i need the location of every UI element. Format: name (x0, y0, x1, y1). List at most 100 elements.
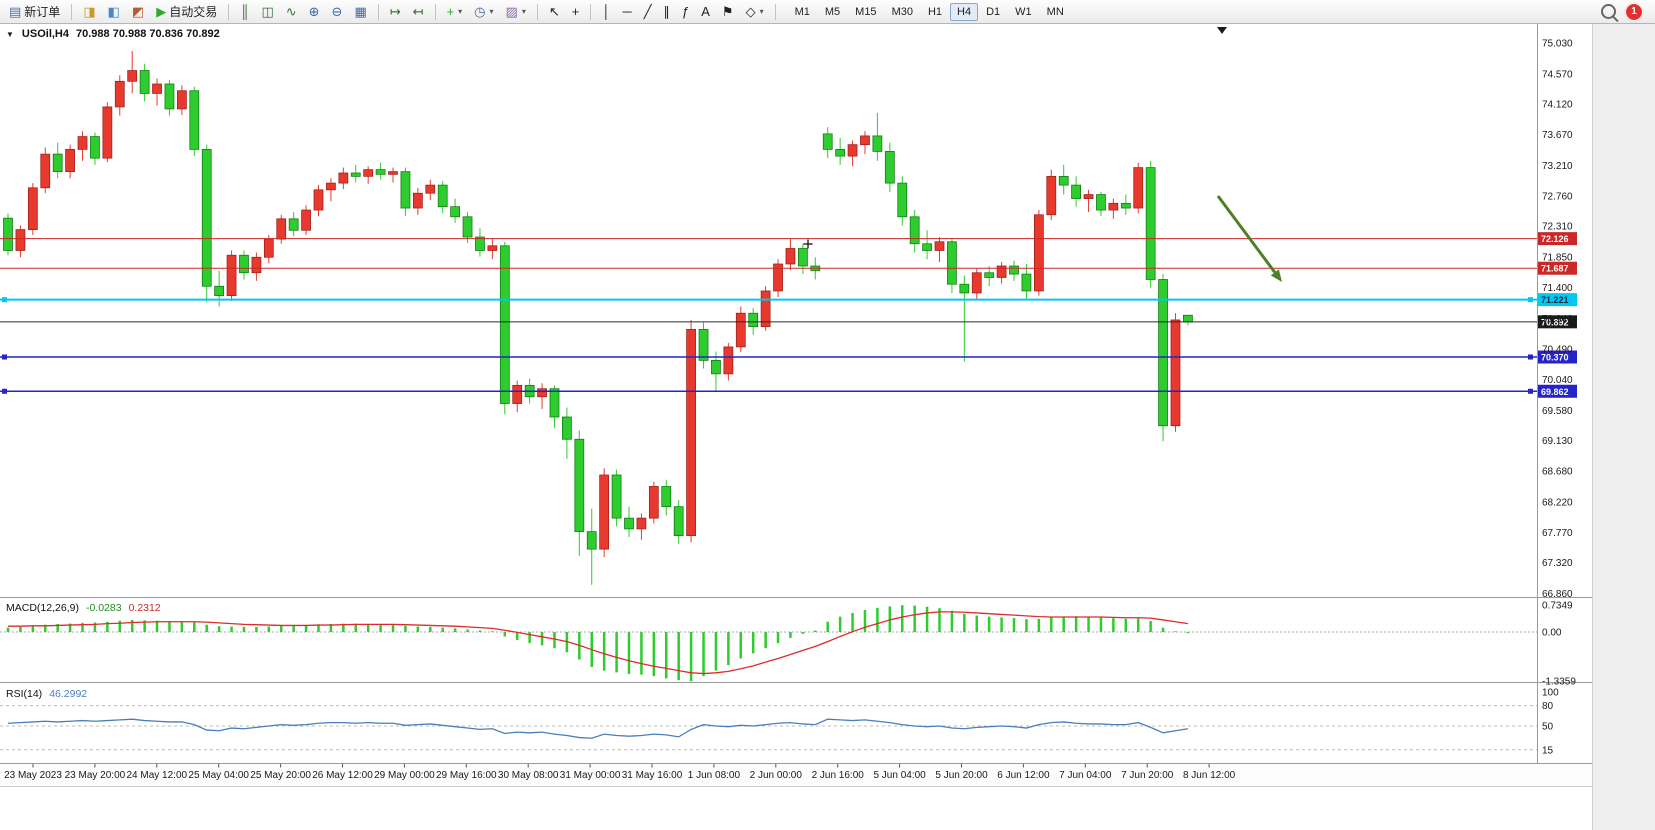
chevron-down-icon: ▾ (759, 7, 764, 16)
support-line-blue-1-handle-right[interactable] (1528, 354, 1533, 360)
chevron-down-icon: ▾ (521, 7, 526, 16)
horizontal-line-tool-icon[interactable]: ─ (617, 1, 636, 23)
price-axis-label: 71.400 (1542, 283, 1573, 294)
rsi-axis-label: 80 (1542, 701, 1554, 712)
chart-shift-icon[interactable]: ↤ (408, 1, 429, 23)
market-watch-icon[interactable]: ◨ (78, 1, 100, 23)
timeframe-m5[interactable]: M5 (824, 5, 841, 18)
support-line-blue-2[interactable]: 69.862 (0, 384, 1577, 398)
timeframe-mn[interactable]: MN (1046, 5, 1064, 18)
support-line-cyan-handle-left[interactable] (2, 297, 7, 303)
support-line-cyan-badge (1538, 293, 1577, 307)
time-axis[interactable]: 23 May 2023 23 May 20:00 24 May 12:00 25 Ma… (0, 764, 1592, 787)
time-axis-label: 29 May 00:00 (374, 770, 435, 781)
templates-button-glyph: ▨ (505, 4, 518, 19)
support-line-cyan[interactable]: 71.221 (0, 293, 1577, 307)
price-axis-label: 74.120 (1542, 100, 1573, 111)
cursor-icon[interactable]: ↖ (544, 1, 565, 23)
text-tool-icon[interactable]: A (696, 1, 715, 23)
toolbar: ▤ 新订单 ◨ ◧ ◩ ▶ 自动交易 ║ ◫ ∿ ⊕ ⊖ ▦ ↦ ↤ + ▾ ◷ ▾ ▨ ▾ ↖ + │ ─ ╱ ∥ ƒ A ⚑ ◇ ▾ M1… (0, 0, 1655, 24)
tile-windows-icon-glyph: ▦ (354, 4, 367, 19)
chart-canvas[interactable]: 72.126 71.687 71.221 70.892 70.370 69.86275.0… (0, 24, 1655, 830)
price-axis-label: 71.850 (1542, 253, 1573, 264)
support-line-blue-1-handle-left[interactable] (2, 354, 7, 360)
trendline-tool-icon-glyph: ╱ (643, 4, 652, 19)
zoom-out-icon[interactable]: ⊖ (327, 1, 348, 23)
plus-marker[interactable] (803, 239, 813, 249)
timeframe-w1[interactable]: W1 (1015, 5, 1032, 18)
trend-arrow[interactable] (1216, 195, 1282, 282)
time-axis-label: 23 May 20:00 (65, 770, 126, 781)
timeframe-d1[interactable]: D1 (986, 5, 1001, 18)
line-chart-icon-glyph: ∿ (285, 4, 297, 19)
time-axis-label: 25 May 04:00 (188, 770, 249, 781)
periods-button[interactable]: ◷ ▾ (469, 1, 498, 23)
label-tool-icon[interactable]: ⚑ (717, 1, 739, 23)
price-axis[interactable]: 75.030 74.570 74.120 73.670 73.210 72.760 72.3… (1542, 38, 1573, 600)
search-icon[interactable] (1601, 4, 1616, 19)
autotrading-button[interactable]: ▶ 自动交易 (151, 1, 222, 23)
zoom-in-icon[interactable]: ⊕ (304, 1, 325, 23)
notification-badge[interactable]: 1 (1625, 2, 1643, 21)
new-order-button[interactable]: ▤ 新订单 (4, 1, 65, 23)
navigator-icon[interactable]: ◩ (127, 1, 149, 23)
toolbar-separator (590, 3, 592, 20)
macd-axis-label: 0.00 (1542, 628, 1562, 639)
support-line-blue-1-price: 70.370 (1541, 353, 1569, 363)
rsi-axis-label: 50 (1542, 722, 1554, 733)
crosshair-icon[interactable]: + (567, 1, 585, 23)
time-axis-label: 31 May 00:00 (560, 770, 621, 781)
price-axis-label: 66.860 (1542, 589, 1573, 600)
fibonacci-tool-icon-glyph: ƒ (682, 4, 690, 19)
price-axis-label: 67.770 (1542, 528, 1573, 539)
timeframe-m1[interactable]: M1 (794, 5, 810, 18)
support-line-blue-1[interactable]: 70.370 (0, 350, 1577, 364)
current-price-line[interactable]: 70.892 (0, 315, 1577, 329)
timeframe-h4[interactable]: H4 (950, 2, 979, 21)
resistance-line-2-badge (1538, 261, 1577, 275)
autotrading-button-label: 自动交易 (169, 5, 218, 19)
auto-scroll-icon[interactable]: ↦ (385, 1, 406, 23)
time-axis-label: 30 May 08:00 (498, 770, 559, 781)
candlestick-chart-icon[interactable]: ◫ (256, 1, 278, 23)
toolbar-separator (536, 3, 538, 20)
resistance-line-2-price: 71.687 (1541, 264, 1569, 274)
add-indicator-button[interactable]: + ▾ (442, 1, 468, 23)
trendline-tool-icon[interactable]: ╱ (639, 1, 657, 23)
time-axis-label: 25 May 20:00 (250, 770, 311, 781)
macd-indicator: 0.7349 0.00 -1.3359 (0, 601, 1576, 688)
bar-end-marker (1217, 27, 1227, 34)
timeframe-h1[interactable]: H1 (927, 5, 943, 18)
time-axis-label: 26 May 12:00 (312, 770, 373, 781)
line-chart-icon[interactable]: ∿ (281, 1, 302, 23)
shapes-button[interactable]: ◇ ▾ (741, 1, 769, 23)
fibonacci-tool-icon[interactable]: ƒ (677, 1, 694, 23)
zoom-in-icon-glyph: ⊕ (308, 4, 320, 19)
navigator-icon-glyph: ◩ (131, 4, 145, 19)
time-axis-label: 7 Jun 20:00 (1121, 770, 1174, 781)
data-window-icon[interactable]: ◧ (103, 1, 125, 23)
toolbar-separator (71, 3, 73, 20)
resistance-line-1-badge (1538, 232, 1577, 246)
resistance-line-2[interactable]: 71.687 (0, 261, 1577, 275)
templates-button[interactable]: ▨ ▾ (501, 1, 531, 23)
resistance-line-1[interactable]: 72.126 (0, 232, 1577, 246)
channel-tool-icon[interactable]: ∥ (659, 1, 676, 23)
timeframe-m15[interactable]: M15 (855, 5, 877, 18)
timeframe-m30[interactable]: M30 (891, 5, 913, 18)
support-line-blue-2-handle-right[interactable] (1528, 388, 1533, 394)
support-line-blue-2-badge (1538, 384, 1577, 398)
price-axis-label: 67.320 (1542, 558, 1573, 569)
price-axis-label: 68.680 (1542, 466, 1573, 477)
channel-tool-icon-glyph: ∥ (663, 4, 671, 19)
support-line-blue-2-handle-left[interactable] (2, 388, 7, 394)
toolbar-items: ▤ 新订单 ◨ ◧ ◩ ▶ 自动交易 ║ ◫ ∿ ⊕ ⊖ ▦ ↦ ↤ + ▾ ◷ ▾ ▨ ▾ ↖ + │ ─ ╱ ∥ ƒ A ⚑ ◇ ▾ (4, 1, 780, 23)
bar-chart-icon[interactable]: ║ (235, 1, 254, 23)
time-axis-label: 2 Jun 00:00 (750, 770, 803, 781)
support-line-cyan-handle-right[interactable] (1528, 297, 1533, 303)
tile-windows-icon[interactable]: ▦ (349, 1, 371, 23)
bar-chart-icon-glyph: ║ (240, 4, 250, 19)
vertical-line-tool-icon[interactable]: │ (597, 1, 615, 23)
chevron-down-icon: ▾ (489, 7, 494, 16)
rsi-indicator: 100 80 50 15 (0, 688, 1559, 756)
